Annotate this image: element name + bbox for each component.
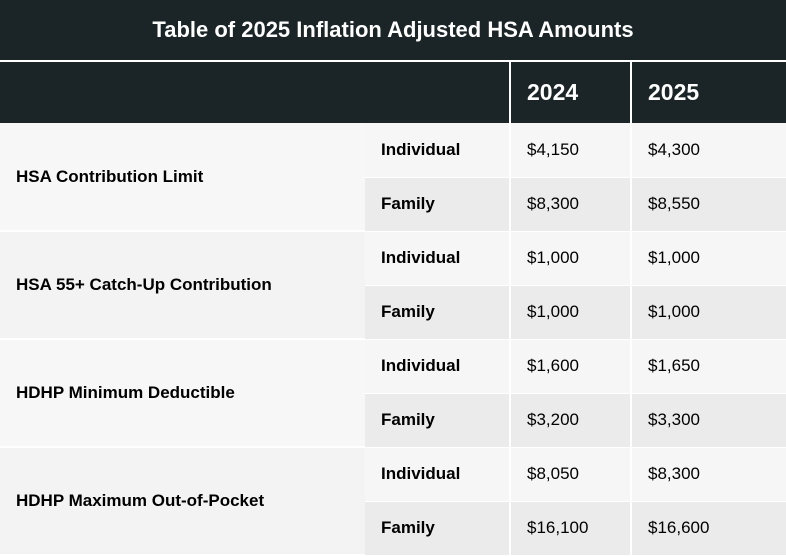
sub-label: Family: [365, 285, 510, 340]
sub-label: Individual: [365, 123, 510, 178]
sub-label: Individual: [365, 339, 510, 394]
value-2025: $1,650: [630, 339, 786, 394]
table-row: HDHP Maximum Out-of-Pocket Individual $8…: [0, 447, 786, 556]
metric-label: HSA 55+ Catch-Up Contribution: [0, 231, 365, 340]
value-2024: $1,600: [509, 339, 631, 394]
sub-label: Family: [365, 393, 510, 448]
value-2024: $1,000: [509, 231, 631, 286]
value-2025: $4,300: [630, 123, 786, 178]
hsa-amounts-table: 2024 2025 HSA Contribution Limit Individ…: [0, 60, 786, 556]
value-2025: $16,600: [630, 501, 786, 556]
header-blank-cell: [0, 60, 510, 123]
table-row: HSA 55+ Catch-Up Contribution Individual…: [0, 231, 786, 340]
metric-label: HDHP Maximum Out-of-Pocket: [0, 447, 365, 556]
metric-label: HDHP Minimum Deductible: [0, 339, 365, 448]
table-title: Table of 2025 Inflation Adjusted HSA Amo…: [0, 0, 786, 60]
table-row: Family $3,200 $3,300: [0, 393, 786, 448]
value-2024: $8,050: [509, 447, 631, 502]
table-row: Family $1,000 $1,000: [0, 285, 786, 340]
value-2025: $8,300: [630, 447, 786, 502]
table-row: Family $16,100 $16,600: [0, 501, 786, 556]
value-2025: $1,000: [630, 231, 786, 286]
value-2024: $1,000: [509, 285, 631, 340]
table-row: HDHP Minimum Deductible Individual $1,60…: [0, 339, 786, 448]
table-row: HSA Contribution Limit Individual $4,150…: [0, 123, 786, 232]
value-2025: $3,300: [630, 393, 786, 448]
header-2024: 2024: [509, 60, 631, 123]
sub-label: Individual: [365, 231, 510, 286]
sub-label: Family: [365, 501, 510, 556]
metric-label: HSA Contribution Limit: [0, 123, 365, 232]
value-2024: $3,200: [509, 393, 631, 448]
sub-label: Family: [365, 177, 510, 232]
value-2024: $16,100: [509, 501, 631, 556]
value-2024: $4,150: [509, 123, 631, 178]
header-2025: 2025: [630, 60, 786, 123]
value-2025: $1,000: [630, 285, 786, 340]
header-row: 2024 2025: [0, 60, 786, 123]
table-row: Family $8,300 $8,550: [0, 177, 786, 232]
sub-label: Individual: [365, 447, 510, 502]
value-2025: $8,550: [630, 177, 786, 232]
value-2024: $8,300: [509, 177, 631, 232]
